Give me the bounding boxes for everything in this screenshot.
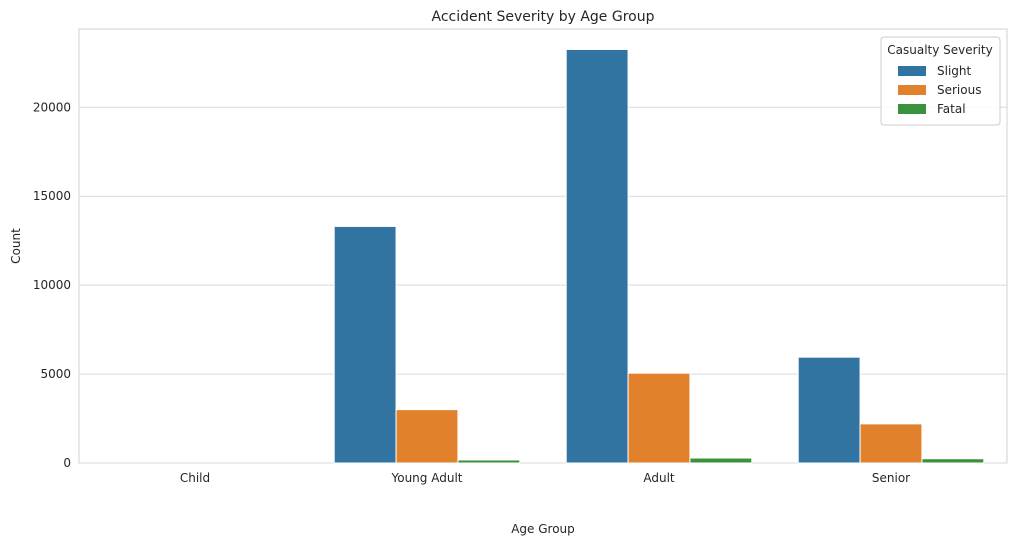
legend-label-slight: Slight [937, 64, 972, 78]
legend-label-serious: Serious [937, 83, 981, 97]
x-tick-label: Child [180, 471, 210, 485]
x-tick-labels: Child Young Adult Adult Senior [180, 471, 910, 485]
x-tick-label: Adult [643, 471, 675, 485]
bar-serious-senior [859, 423, 923, 464]
y-tick-label: 10000 [33, 278, 71, 292]
bar-fatal-adult [689, 457, 753, 464]
bar-fatal-young-adult [457, 459, 521, 464]
bar-fatal-senior [921, 458, 985, 464]
chart-title: Accident Severity by Age Group [432, 9, 655, 25]
legend-swatch-fatal [898, 104, 926, 114]
legend-swatch-serious [898, 85, 926, 95]
bars-group [333, 48, 985, 464]
plot-area [78, 28, 1008, 464]
x-tick-label: Young Adult [391, 471, 463, 485]
x-tick-label: Senior [872, 471, 910, 485]
y-tick-label: 5000 [40, 367, 71, 381]
y-tick-label: 20000 [33, 100, 71, 114]
bar-slight-senior [797, 356, 861, 464]
legend-label-fatal: Fatal [937, 102, 966, 116]
bar-slight-young-adult [333, 225, 397, 464]
y-tick-label: 0 [63, 456, 71, 470]
legend-swatch-slight [898, 66, 926, 76]
legend-box [880, 36, 1001, 126]
legend: Casualty Severity Slight Serious Fatal [880, 36, 1001, 126]
bar-serious-young-adult [395, 409, 459, 464]
bar-serious-adult [627, 372, 691, 464]
y-tick-label: 15000 [33, 189, 71, 203]
legend-title: Casualty Severity [887, 43, 992, 57]
bar-slight-adult [565, 48, 629, 464]
y-tick-labels: 0 5000 10000 15000 20000 [33, 100, 71, 470]
x-axis-label: Age Group [511, 522, 575, 536]
y-axis-label: Count [9, 228, 23, 264]
